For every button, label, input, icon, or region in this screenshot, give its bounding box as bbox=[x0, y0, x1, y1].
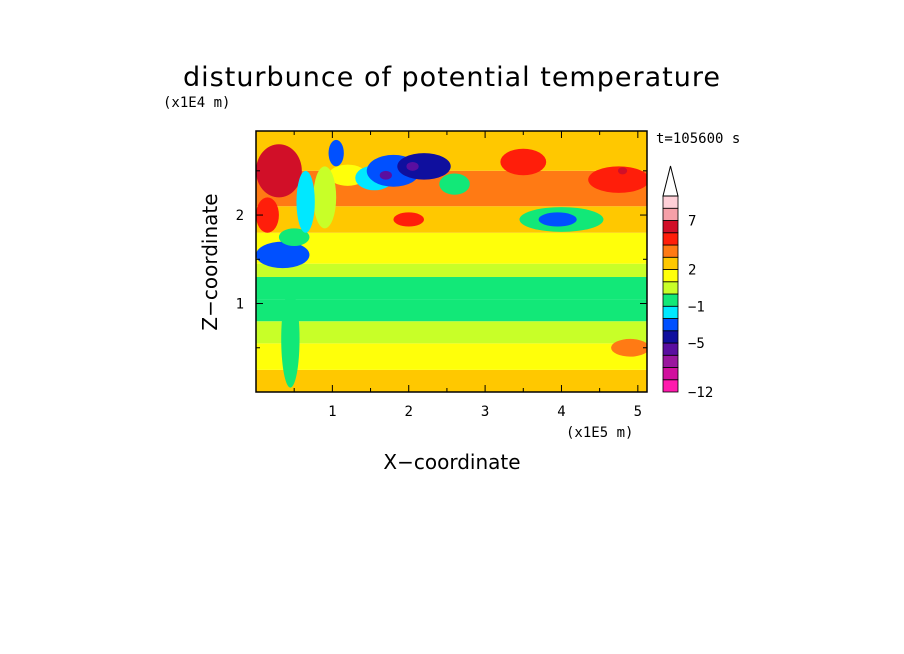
x-tick-label-1: 2 bbox=[405, 404, 413, 420]
field-band-1 bbox=[256, 343, 647, 370]
chart-title: disturbunce of potential temperature bbox=[183, 62, 721, 93]
colorbar-swatch-2 bbox=[662, 354, 679, 368]
colorbar-swatch-12 bbox=[662, 232, 679, 246]
x-tick-label-2: 3 bbox=[481, 404, 489, 420]
field-band-5 bbox=[256, 263, 647, 277]
colorbar: −12−5−127 bbox=[662, 165, 713, 401]
x-unit-label: (x1E5 m) bbox=[566, 425, 633, 441]
field-blob-13 bbox=[256, 144, 302, 198]
colorbar-swatch-9 bbox=[662, 269, 679, 283]
field-blob-7 bbox=[500, 148, 547, 176]
colorbar-label-1: −5 bbox=[688, 336, 705, 352]
field-blob-14 bbox=[256, 197, 279, 233]
field-band-9 bbox=[256, 131, 647, 171]
field-blob-19 bbox=[328, 139, 344, 167]
colorbar-extend-arrow bbox=[662, 165, 679, 197]
x-tick-label-4: 5 bbox=[634, 404, 642, 420]
colorbar-swatch-3 bbox=[662, 342, 679, 356]
colorbar-swatch-8 bbox=[662, 281, 679, 295]
field-band-4 bbox=[256, 276, 647, 300]
field-band-0 bbox=[256, 369, 647, 392]
colorbar-swatch-1 bbox=[662, 367, 679, 381]
field-band-6 bbox=[256, 232, 647, 264]
field-blob-18 bbox=[296, 170, 315, 233]
colorbar-swatch-13 bbox=[662, 220, 679, 234]
field-blob-21 bbox=[611, 338, 647, 357]
x-axis-ticks: 1 2 3 4 5 bbox=[293, 131, 642, 420]
x-tick-label-0: 1 bbox=[328, 404, 336, 420]
field-blob-17 bbox=[313, 166, 337, 229]
field-blob-8 bbox=[588, 166, 647, 193]
y-unit-label: (x1E4 m) bbox=[163, 95, 230, 111]
time-label: t=105600 s bbox=[656, 131, 740, 147]
field-band-2 bbox=[256, 321, 647, 344]
plot-frame bbox=[255, 130, 648, 393]
field-blob-11 bbox=[538, 212, 577, 227]
x-axis-label: X−coordinate bbox=[383, 450, 520, 474]
field-blob-16 bbox=[278, 228, 310, 247]
field-blob-3 bbox=[397, 153, 451, 180]
field-blob-12 bbox=[393, 212, 425, 227]
colorbar-swatch-7 bbox=[662, 293, 679, 307]
colorbar-swatch-4 bbox=[662, 330, 679, 344]
y-tick-label-0: 1 bbox=[236, 297, 244, 313]
colorbar-label-2: −1 bbox=[688, 299, 705, 315]
field-blob-4 bbox=[379, 170, 392, 180]
colorbar-swatch-14 bbox=[662, 207, 679, 221]
colorbar-swatch-11 bbox=[662, 244, 679, 258]
field-blob-9 bbox=[617, 167, 628, 175]
field-blob-5 bbox=[406, 161, 419, 171]
x-tick-label-3: 4 bbox=[557, 404, 565, 420]
y-tick-label-1: 2 bbox=[236, 208, 244, 224]
colorbar-swatch-0 bbox=[662, 379, 679, 393]
contour-field bbox=[256, 131, 647, 392]
colorbar-swatch-15 bbox=[662, 195, 679, 209]
colorbar-swatch-10 bbox=[662, 256, 679, 270]
field-blob-22 bbox=[473, 327, 528, 342]
field-blob-15 bbox=[256, 241, 310, 269]
field-blob-20 bbox=[281, 290, 300, 388]
colorbar-label-0: −12 bbox=[688, 385, 713, 401]
y-axis-ticks: 12 bbox=[236, 170, 647, 349]
field-blob-6 bbox=[439, 173, 470, 195]
colorbar-label-4: 7 bbox=[688, 214, 696, 230]
colorbar-swatch-5 bbox=[662, 318, 679, 332]
field-band-3 bbox=[256, 299, 647, 322]
colorbar-swatch-6 bbox=[662, 305, 679, 319]
y-axis-label: Z−coordinate bbox=[198, 193, 222, 330]
colorbar-label-3: 2 bbox=[688, 263, 696, 279]
